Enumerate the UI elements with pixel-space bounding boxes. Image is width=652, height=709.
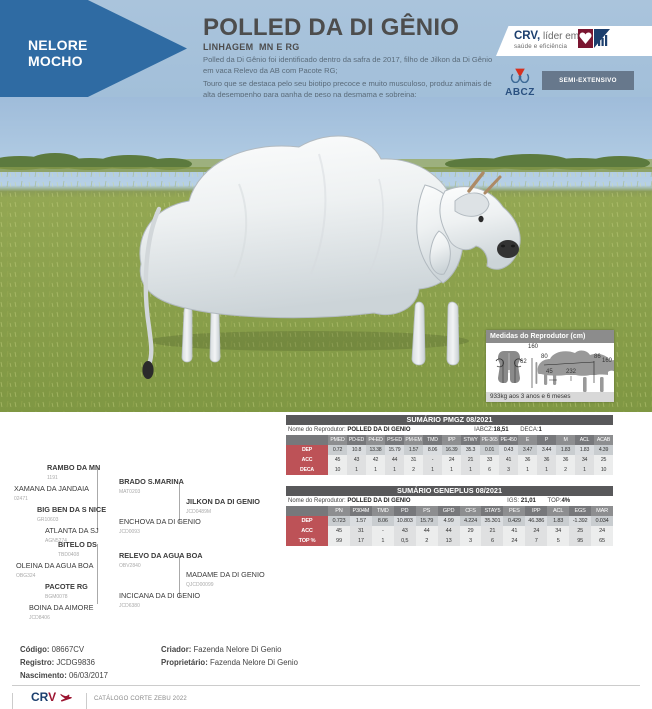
svg-text:CRV: CRV bbox=[31, 690, 56, 704]
